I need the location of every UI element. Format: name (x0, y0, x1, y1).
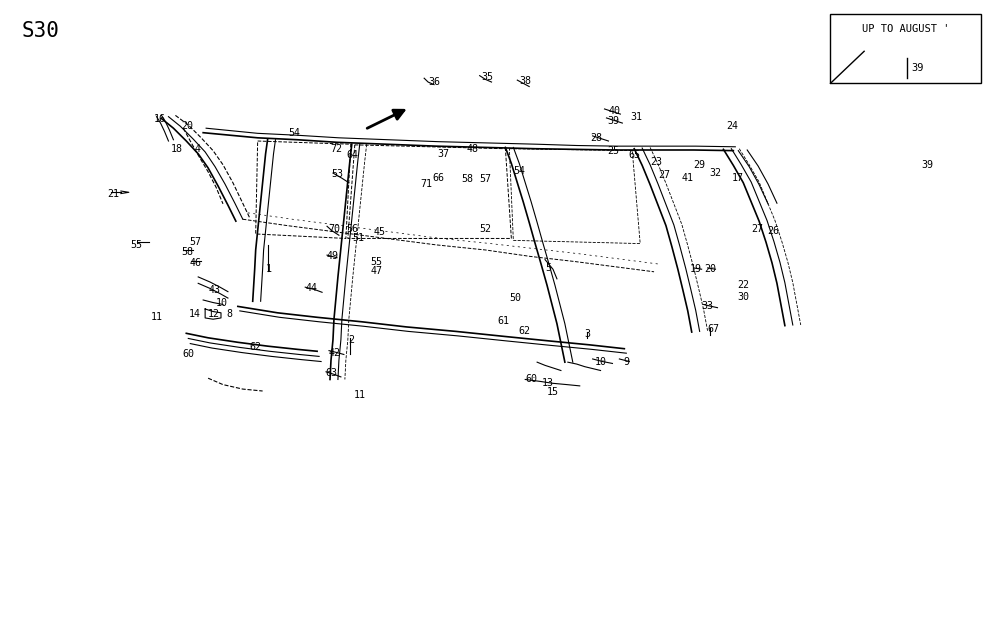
Text: 36: 36 (428, 77, 440, 87)
Text: 38: 38 (519, 76, 531, 87)
Text: 12: 12 (208, 309, 220, 319)
Text: 44: 44 (305, 283, 317, 294)
Text: 41: 41 (682, 173, 694, 183)
Text: 5: 5 (545, 263, 551, 273)
Text: 60: 60 (182, 349, 194, 360)
Text: 39: 39 (912, 63, 925, 73)
Text: 39: 39 (607, 115, 619, 126)
Text: 4: 4 (194, 144, 200, 154)
Text: 48: 48 (467, 144, 479, 154)
Text: 20: 20 (705, 264, 716, 274)
Text: 52: 52 (480, 224, 492, 235)
Text: 62: 62 (518, 326, 530, 337)
Text: 10: 10 (595, 356, 606, 367)
Text: 51: 51 (353, 233, 365, 244)
Text: 47: 47 (371, 266, 383, 276)
FancyBboxPatch shape (830, 14, 981, 83)
Text: 56: 56 (346, 224, 358, 234)
Text: 28: 28 (591, 133, 603, 143)
Text: 14: 14 (189, 309, 201, 319)
Text: 13: 13 (542, 378, 554, 388)
Text: 19: 19 (690, 264, 702, 274)
Text: 43: 43 (208, 285, 220, 295)
Text: 9: 9 (623, 356, 629, 367)
Text: 60: 60 (525, 374, 537, 385)
Text: 32: 32 (710, 168, 721, 178)
Text: 29: 29 (694, 160, 706, 171)
Text: UP TO AUGUST ': UP TO AUGUST ' (862, 24, 949, 35)
Text: 65: 65 (628, 150, 640, 160)
Text: S30: S30 (22, 21, 59, 40)
Text: 2: 2 (348, 335, 354, 345)
Text: 11: 11 (354, 390, 366, 401)
Text: 31: 31 (630, 112, 642, 122)
Text: 72: 72 (330, 144, 342, 154)
Text: 63: 63 (325, 368, 337, 378)
Text: 33: 33 (702, 301, 714, 311)
Text: 8: 8 (226, 309, 232, 319)
Text: 16: 16 (154, 113, 165, 124)
Text: 26: 26 (767, 226, 779, 236)
Text: 30: 30 (737, 292, 749, 303)
Text: 17: 17 (731, 173, 743, 183)
Text: 27: 27 (751, 224, 763, 235)
Text: 61: 61 (497, 315, 509, 326)
Text: 15: 15 (547, 387, 559, 397)
Text: 53: 53 (331, 169, 343, 179)
Text: 18: 18 (170, 144, 182, 154)
Text: 67: 67 (708, 324, 719, 335)
Text: 11: 11 (151, 312, 163, 322)
Text: 54: 54 (513, 166, 525, 176)
Text: 3: 3 (585, 329, 591, 339)
Text: 25: 25 (607, 146, 619, 156)
Text: 39: 39 (922, 160, 934, 171)
Text: 57: 57 (480, 174, 492, 185)
Text: 37: 37 (437, 149, 449, 159)
Text: 64: 64 (347, 150, 359, 160)
Text: 21: 21 (107, 188, 119, 199)
Text: 57: 57 (189, 237, 201, 247)
Text: 70: 70 (328, 224, 340, 234)
Text: 50: 50 (509, 293, 521, 303)
Text: 55: 55 (371, 256, 383, 267)
Text: 58: 58 (462, 174, 474, 185)
Text: 40: 40 (608, 106, 620, 116)
Text: 45: 45 (374, 227, 385, 237)
Text: 55: 55 (131, 240, 143, 250)
Text: 58: 58 (181, 247, 193, 257)
Text: 10: 10 (216, 297, 228, 308)
Text: 24: 24 (726, 121, 738, 131)
Text: 66: 66 (432, 173, 444, 183)
Text: 71: 71 (420, 179, 432, 189)
Text: 20: 20 (181, 121, 193, 131)
Text: 42: 42 (329, 347, 341, 358)
Text: 46: 46 (189, 258, 201, 268)
Text: 27: 27 (658, 170, 670, 180)
Text: 22: 22 (737, 280, 749, 290)
Text: 35: 35 (482, 72, 494, 82)
Text: 54: 54 (288, 128, 300, 138)
Text: 62: 62 (250, 342, 262, 353)
Text: 1: 1 (266, 264, 272, 274)
Text: 49: 49 (327, 251, 339, 262)
Text: 23: 23 (650, 156, 662, 167)
